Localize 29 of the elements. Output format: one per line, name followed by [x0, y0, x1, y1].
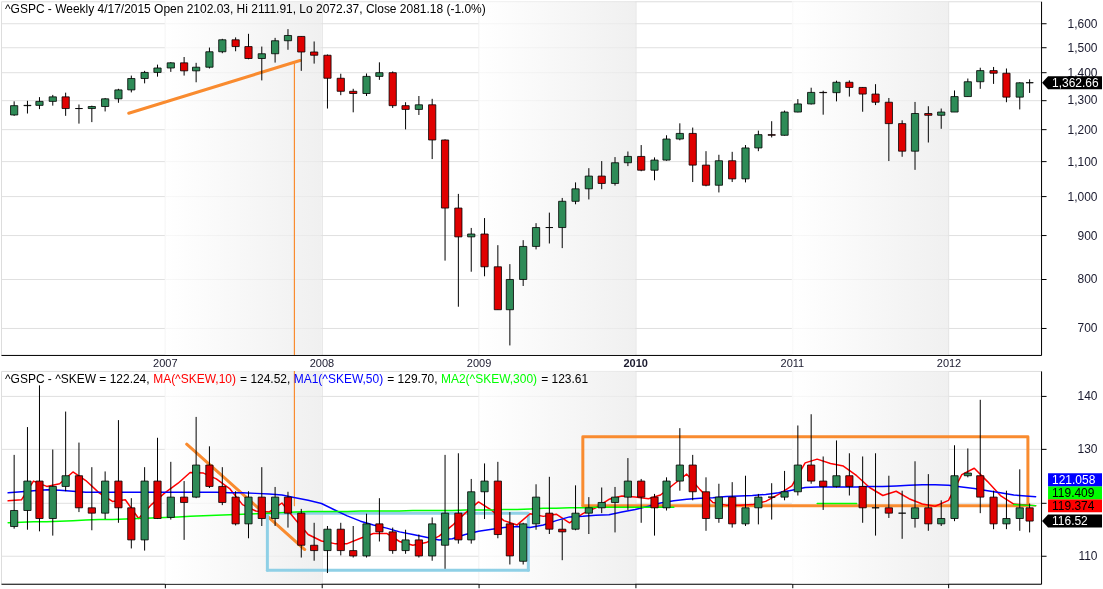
y-tick-label: 1,100	[1067, 154, 1098, 169]
annotation: = 124.52,	[240, 371, 291, 386]
data-label: 121.058	[1052, 472, 1096, 487]
text: MA(^SKEW,10)	[153, 371, 236, 386]
y-tick-label: 1,000	[1067, 189, 1098, 204]
chart-title: ^GSPC - Weekly 4/17/2015 Open 2102.03, Hi 2111.91, Lo 2072.37, Close 2081.18 (-1.0%)	[5, 2, 486, 17]
data-label: 119.374	[1052, 498, 1095, 513]
text: 116.52	[1052, 514, 1088, 529]
chart-title: ^GSPC - ^SKEW = 122.24,	[5, 371, 150, 386]
x-tick-label: 2011	[780, 357, 805, 370]
annotation: = 123.61	[541, 371, 589, 386]
annotation: = 129.70,	[387, 371, 438, 386]
y-tick-label: 1,300	[1067, 93, 1098, 108]
y-tick-label: 140	[1077, 389, 1098, 404]
y-tick-label: 900	[1077, 228, 1098, 243]
y-tick-label: 1,500	[1067, 40, 1098, 55]
x-tick-label: 2010	[623, 357, 648, 370]
x-tick-label: 2009	[466, 357, 492, 370]
x-tick-label: 2008	[309, 357, 335, 370]
y-tick-label: 1,600	[1067, 17, 1098, 32]
y-tick-label: 1,200	[1067, 122, 1098, 137]
x-tick-label: 2012	[936, 357, 962, 370]
x-tick-label: 2007	[153, 357, 178, 370]
y-tick-label: 110	[1078, 549, 1098, 564]
text: MA2(^SKEW,300)	[440, 371, 538, 386]
y-tick-label: 700	[1077, 321, 1098, 336]
y-tick-label: 800	[1077, 272, 1098, 287]
y-tick-label: 130	[1077, 442, 1098, 457]
data-label: 119.409	[1052, 485, 1095, 500]
